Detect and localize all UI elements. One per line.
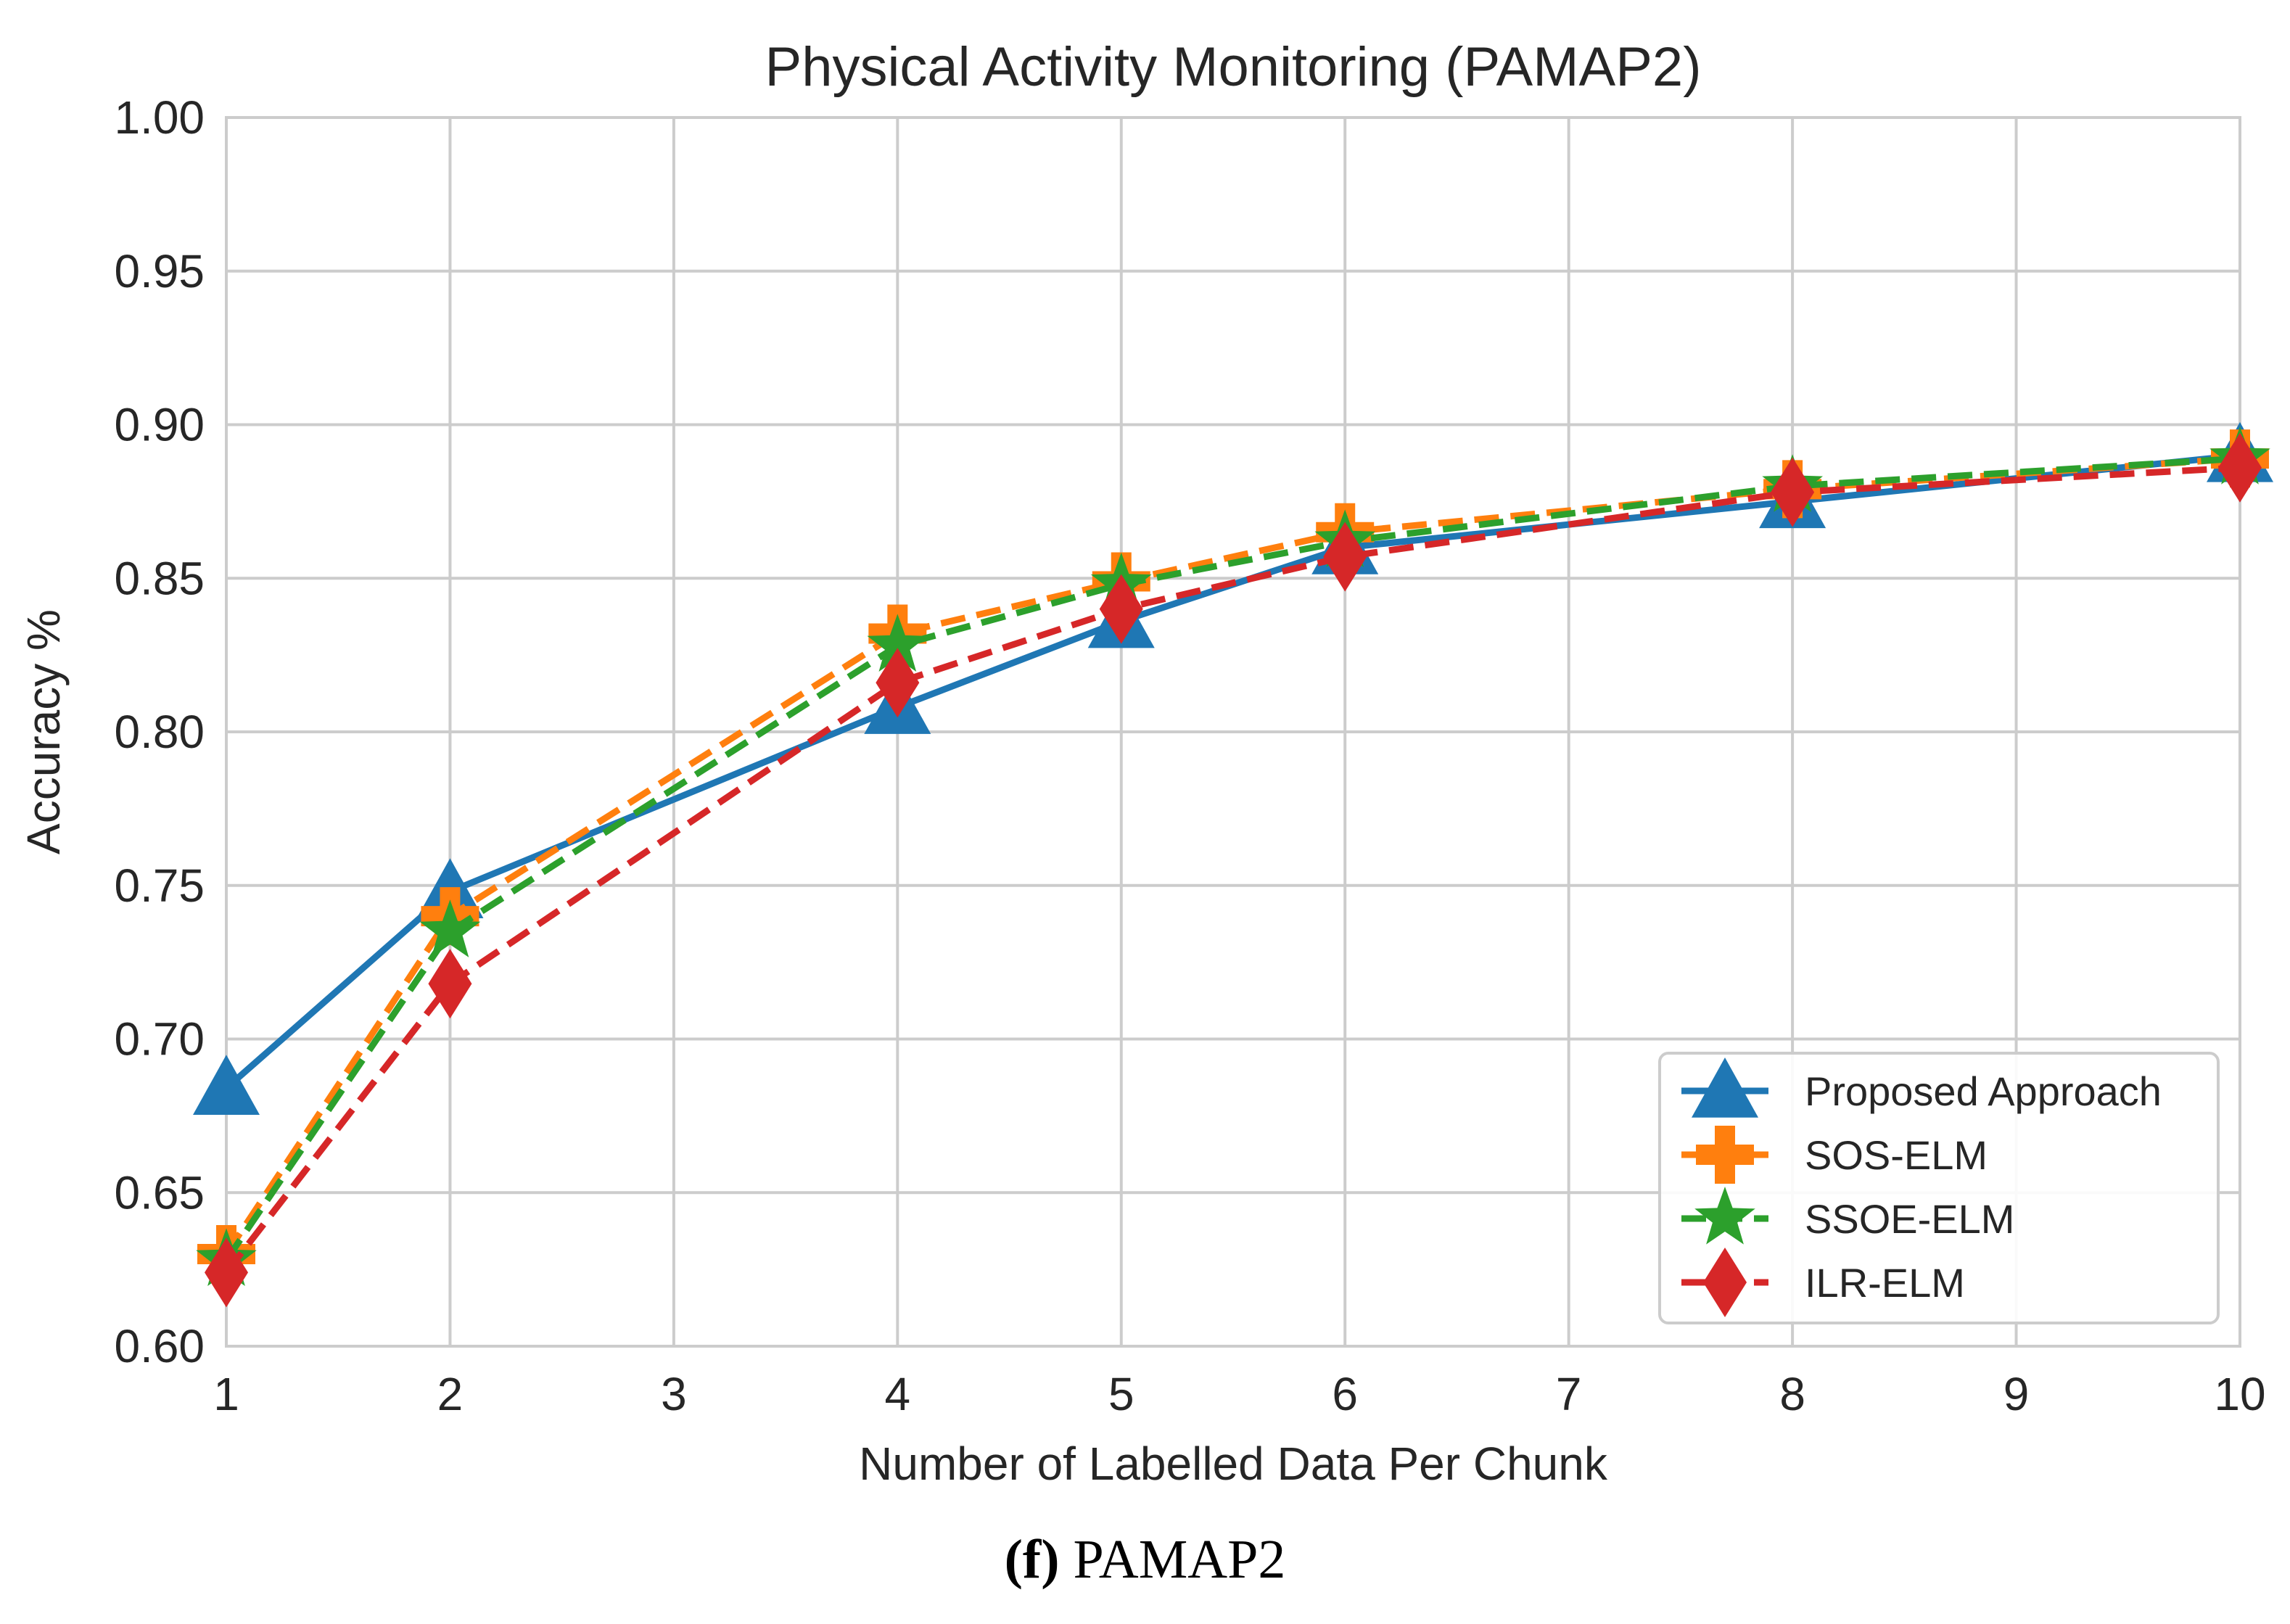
- x-tick-label: 3: [661, 1368, 687, 1420]
- data-point: [2218, 432, 2262, 503]
- x-tick-label: 7: [1556, 1368, 1582, 1420]
- x-tick-label: 10: [2214, 1368, 2265, 1420]
- legend-entry: Proposed Approach: [1681, 1058, 2162, 1118]
- y-tick-label: 0.80: [114, 706, 205, 758]
- data-point: [1771, 457, 1815, 527]
- legend-label: SOS-ELM: [1805, 1132, 1988, 1178]
- x-tick-label: 9: [2003, 1368, 2030, 1420]
- tick-labels: 1 2 3 4 5 6 7 8 9 10 0.60 0.65 0.70 0.75 0.80 0.85 0.90 0…: [114, 91, 2265, 1420]
- data-point: [205, 1237, 248, 1308]
- figure-caption: (f) PAMAP2: [0, 1532, 2290, 1587]
- legend-box: [1658, 1052, 2220, 1324]
- data-point: [1099, 574, 1143, 644]
- legend: Proposed Approach SOS-ELM SSOE-ELM ILR-ELM: [1658, 1052, 2220, 1324]
- x-tick-label: 8: [1779, 1368, 1805, 1420]
- legend-entry: SSOE-ELM: [1681, 1187, 2014, 1245]
- data-point: [193, 1055, 260, 1116]
- data-point: [428, 949, 472, 1019]
- chart-title: Physical Activity Monitoring (PAMAP2): [765, 36, 1702, 98]
- plot-frame: [225, 116, 2241, 1348]
- x-axis-label: Number of Labelled Data Per Chunk: [859, 1438, 1608, 1490]
- y-tick-label: 0.95: [114, 245, 205, 297]
- legend-marker: [1694, 1187, 1755, 1245]
- legend-marker: [1703, 1248, 1747, 1317]
- caption-letter: (f): [1004, 1529, 1060, 1590]
- y-tick-label: 0.60: [114, 1320, 205, 1372]
- y-tick-label: 0.75: [114, 860, 205, 912]
- data-point: [419, 899, 481, 957]
- y-tick-label: 1.00: [114, 91, 205, 144]
- x-tick-label: 5: [1108, 1368, 1134, 1420]
- series-ilr-elm: [205, 432, 2262, 1308]
- legend-marker: [1696, 1126, 1754, 1184]
- legend-entry: ILR-ELM: [1681, 1248, 1965, 1317]
- legend-marker: [1692, 1058, 1758, 1118]
- y-axis-label: Accuracy %: [17, 609, 70, 854]
- data-point: [876, 648, 920, 718]
- legend-label: Proposed Approach: [1805, 1068, 2162, 1114]
- y-tick-label: 0.65: [114, 1166, 205, 1219]
- y-tick-label: 0.90: [114, 399, 205, 451]
- series-layer: [193, 421, 2273, 1308]
- data-point: [867, 614, 928, 672]
- x-tick-label: 4: [885, 1368, 911, 1420]
- caption-text: PAMAP2: [1073, 1529, 1286, 1590]
- data-point: [1323, 522, 1367, 592]
- y-tick-label: 0.70: [114, 1013, 205, 1066]
- x-tick-label: 6: [1332, 1368, 1358, 1420]
- legend-label: SSOE-ELM: [1805, 1196, 2014, 1242]
- legend-label: ILR-ELM: [1805, 1260, 1965, 1306]
- y-tick-label: 0.85: [114, 552, 205, 604]
- legend-entry: SOS-ELM: [1681, 1126, 1988, 1184]
- x-tick-label: 2: [437, 1368, 464, 1420]
- x-tick-label: 1: [213, 1368, 239, 1420]
